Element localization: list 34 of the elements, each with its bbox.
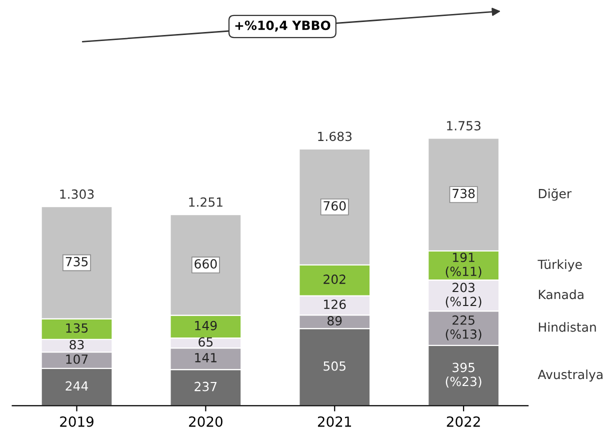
x-tick-label: 2020	[189, 416, 222, 427]
data-label: 738	[452, 188, 475, 198]
text: Diğer	[538, 188, 572, 201]
x-tick-label: 2021	[318, 416, 352, 427]
text: Avustralya	[538, 370, 602, 382]
data-label: 83	[70, 340, 84, 350]
data-label: 203 (%12)	[446, 282, 482, 308]
total-label: 1.303	[60, 189, 94, 199]
data-label: 126	[324, 300, 346, 310]
text: Hindistan	[538, 322, 596, 332]
data-label: 244	[66, 381, 88, 391]
data-label: 89	[328, 316, 342, 326]
text: Türkiye	[538, 259, 582, 272]
data-label: 191 (%11)	[446, 252, 482, 278]
data-label: 735	[66, 256, 88, 266]
data-label: 505	[324, 361, 346, 371]
data-label: 149	[195, 320, 217, 330]
text: +%10,4 YBBO	[235, 20, 330, 32]
data-label: 202	[324, 274, 346, 284]
data-label: 237	[194, 382, 217, 392]
data-label: 135	[66, 323, 88, 333]
x-tick-label: 2019	[60, 416, 94, 427]
data-label: 225 (%13)	[446, 315, 482, 340]
data-label: 107	[66, 354, 88, 364]
data-label: 395 (%23)	[446, 362, 482, 388]
total-label: 1.683	[318, 132, 352, 142]
data-label: 65	[198, 337, 213, 347]
data-label: 141	[195, 353, 216, 362]
data-label: 660	[194, 259, 217, 269]
total-label: 1.753	[447, 121, 480, 130]
total-label: 1.251	[189, 197, 222, 207]
data-label: 760	[324, 201, 346, 211]
x-tick-label: 2022	[446, 416, 480, 427]
text: Kanada	[538, 290, 584, 300]
